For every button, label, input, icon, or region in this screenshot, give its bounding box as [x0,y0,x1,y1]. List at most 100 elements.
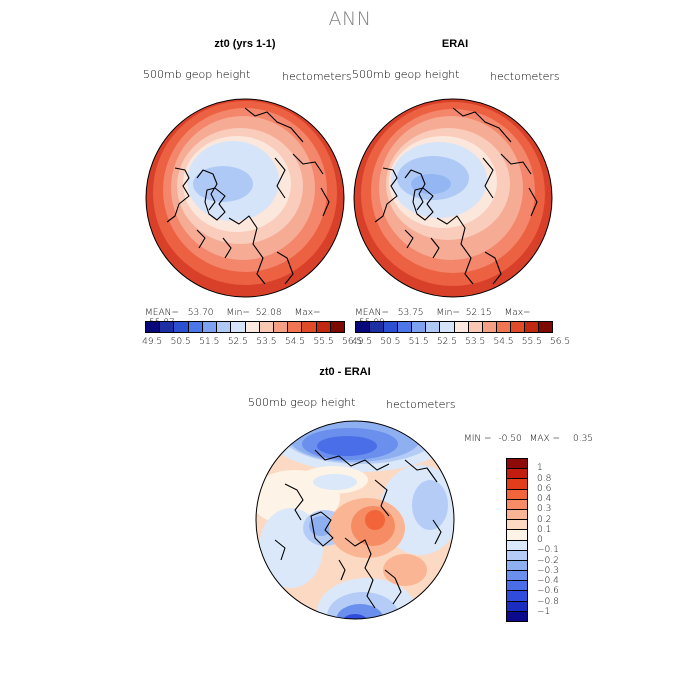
panel-1-colorbar-swatch [231,322,246,332]
diff-colorbar-swatch [507,499,527,510]
main-title: ANN [328,8,372,30]
diff-min-value: -0.50 [498,434,522,444]
panel-2-colorbar-swatch [468,322,483,332]
diff-panel-variable: 500mb geop height [248,396,356,409]
diff-colorbar-label: 0.3 [537,504,552,515]
panel-1-colorbar-label: 51.5 [199,337,220,347]
panel-2-colorbar-label: 53.5 [465,337,486,347]
diff-colorbar-label: −0.3 [537,565,559,576]
panel-2-mean-value: 53.75 [397,308,424,318]
panel-2-units: hectometers [490,70,560,83]
panel-1-colorbar-label: 54.5 [284,337,306,347]
panel-2-colorbar-label: 49.5 [352,337,373,347]
panel-2-colorbar-label: 50.5 [380,337,401,347]
panel-1-mean-value: 53.70 [187,308,214,318]
panel-1-colorbar-swatch [330,322,345,332]
panel-1-colorbar-label: 52.5 [227,337,248,347]
diff-max-value: 0.35 [572,434,594,444]
diff-min-label: MIN = [464,434,492,444]
panel-1-colorbar-swatch [245,322,260,332]
panel-2-colorbar-swatch [440,322,455,332]
panel-1-max-label: Max= [294,308,321,318]
panel-1-colorbar-label: 53.5 [256,337,277,347]
diff-colorbar-swatch [507,509,527,521]
diff-colorbar-label: 1 [537,463,543,474]
panel-1-title: zt0 (yrs 1-1) [214,38,276,50]
panel-1-colorbar [145,321,345,333]
panel-2-colorbar [355,321,553,333]
diff-colorbar-label: −0.2 [537,555,559,566]
diff-colorbar-swatch [507,601,527,612]
panel-1-colorbar-swatch [188,322,203,332]
panel-2-min-label: Min= [436,308,460,318]
panel-1-colorbar-swatch [302,322,317,332]
panel-2-map [353,98,553,298]
panel-2-variable: 500mb geop height [352,68,460,81]
panel-2-colorbar-label: 51.5 [408,337,429,347]
panel-2-colorbar-labels: 49.5 50.5 51.5 52.5 53.5 54.5 55.5 56.5 [352,337,570,349]
diff-colorbar-swatch [507,530,527,541]
panel-2-colorbar-swatch [384,322,399,332]
diff-panel-stats: MIN = -0.50 MAX = 0.35 [464,434,593,444]
panel-1-min-value: 52.08 [255,308,282,318]
panel-1-colorbar-label: 56.5 [342,337,363,347]
panel-1-colorbar-swatch [259,322,274,332]
diff-panel-title: zt0 - ERAI [319,366,371,378]
panel-2-colorbar-swatch [539,322,553,332]
panel-1-colorbar-swatch [288,322,303,332]
panel-2-mean-label: MEAN= [355,308,389,318]
panel-2-colorbar-label: 52.5 [436,337,457,347]
diff-colorbar-swatch [507,611,527,621]
panel-2-colorbar-swatch [370,322,385,332]
panel-1-min-label: Min= [226,308,250,318]
panel-1-colorbar-swatch [217,322,232,332]
diff-colorbar-swatch [507,591,527,602]
panel-2-colorbar-swatch [524,322,540,332]
panel-1-colorbar-swatch [316,322,331,332]
panel-1-map [145,98,345,298]
panel-2-max-label: Max= [504,308,531,318]
diff-colorbar-label: −0.6 [537,586,559,597]
panel-2-colorbar-swatch [482,322,497,332]
diff-colorbar-label: −0.4 [537,576,559,586]
diff-colorbar-swatch [507,571,527,582]
diff-colorbar-label: 0.4 [537,494,552,504]
diff-colorbar-label: 0.1 [537,524,552,535]
panel-2-colorbar-swatch [496,322,511,332]
panel-2-colorbar-swatch [454,322,469,332]
diff-colorbar-swatch [507,540,527,551]
diff-colorbar-swatch [507,469,527,480]
panel-1-colorbar-label: 50.5 [170,337,191,347]
panel-1-variable: 500mb geop height [143,68,251,81]
panel-2-colorbar-swatch [412,322,427,332]
panel-2-colorbar-label: 55.5 [521,337,542,347]
diff-colorbar-swatch [507,560,527,572]
diff-colorbar-swatch [507,581,527,592]
panel-1-colorbar-label: 55.5 [313,337,334,347]
panel-2-colorbar-swatch [426,322,441,332]
panel-1-colorbar-swatch [202,322,218,332]
diff-panel-units: hectometers [386,398,456,411]
panel-2-colorbar-label: 56.5 [550,337,571,347]
diff-colorbar-label: 0.6 [537,483,552,494]
panel-2-colorbar-swatch [356,322,371,332]
diff-colorbar-label: 0.2 [537,514,552,525]
diff-colorbar-label: 0.8 [537,473,552,484]
panel-2-colorbar-label: 54.5 [493,337,514,347]
diff-colorbar-swatch [507,550,527,561]
panel-1-colorbar-swatch [146,322,161,332]
diff-colorbar-label: 0 [537,535,543,545]
diff-colorbar-swatch [507,479,527,490]
panel-1-colorbar-labels: 49.5 50.5 51.5 52.5 53.5 54.5 55.5 56.5 [142,337,362,349]
panel-2-colorbar-swatch [398,322,413,332]
panel-1-colorbar-swatch [160,322,175,332]
diff-colorbar-swatch [507,489,527,500]
diff-colorbar [506,458,528,622]
panel-2-min-value: 52.15 [465,308,492,318]
panel-1-colorbar-swatch [273,322,289,332]
panel-1-units: hectometers [282,70,352,83]
diff-colorbar-label: −0.8 [537,596,559,607]
diff-colorbar-labels: 1 0.8 0.6 0.4 0.3 0.2 0.1 0 −0.1 −0.2 −0.3 −0.4 −0.6… [537,458,577,622]
diff-max-label: MAX = [529,434,561,444]
diff-panel-map [255,420,455,620]
